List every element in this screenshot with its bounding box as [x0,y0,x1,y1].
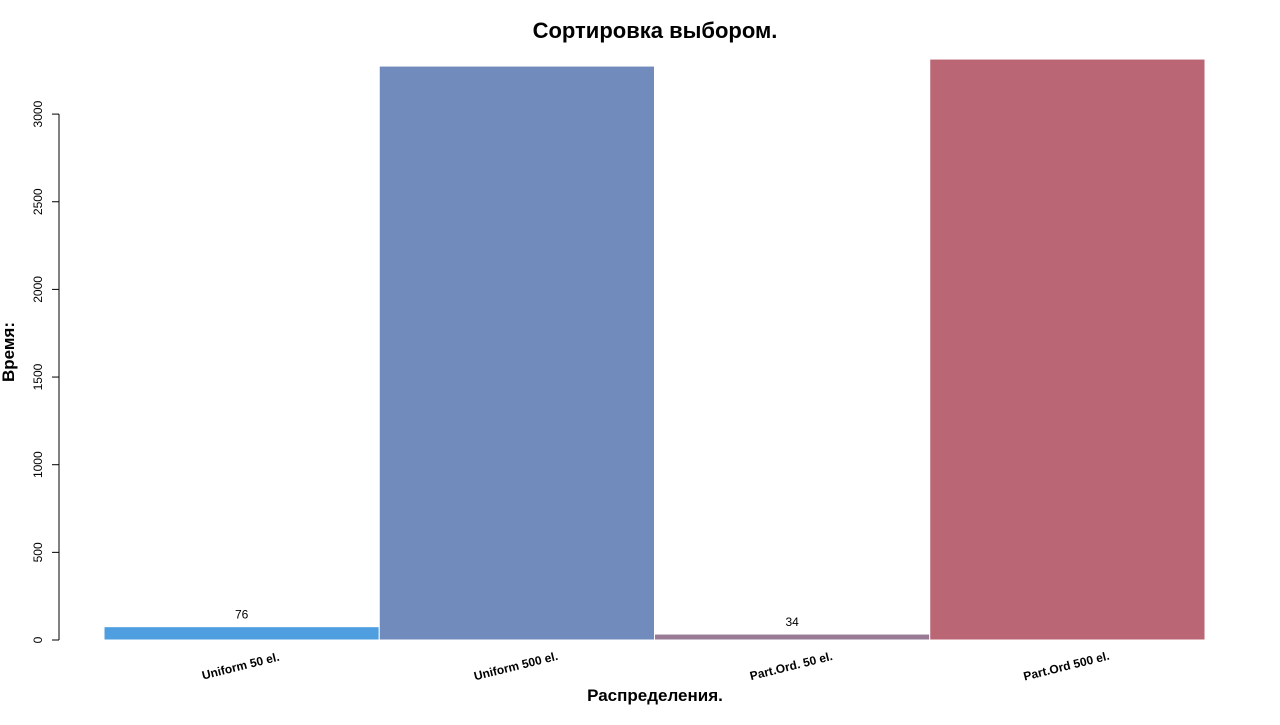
x-tick-label: Uniform 500 el. [472,649,559,683]
bar [378,65,655,641]
x-axis-title: Распределения. [587,686,723,705]
bar [103,626,380,641]
x-tick-label: Part.Ord 500 el. [1022,649,1111,684]
x-tick-label: Uniform 50 el. [200,650,280,683]
x-tick-label: Part.Ord. 50 el. [748,649,834,683]
y-tick-label: 2000 [31,276,45,303]
chart-title: Сортировка выбором. [533,18,778,43]
data-label: 34 [785,615,799,629]
y-axis-title: Время: [0,322,18,382]
bar [929,58,1206,641]
bar [654,633,931,641]
y-tick-label: 1500 [31,363,45,390]
y-tick-label: 500 [31,542,45,562]
y-tick-label: 0 [31,636,45,643]
y-tick-label: 2500 [31,188,45,215]
data-label: 76 [235,608,249,622]
y-tick-label: 1000 [31,451,45,478]
y-tick-label: 3000 [31,100,45,127]
